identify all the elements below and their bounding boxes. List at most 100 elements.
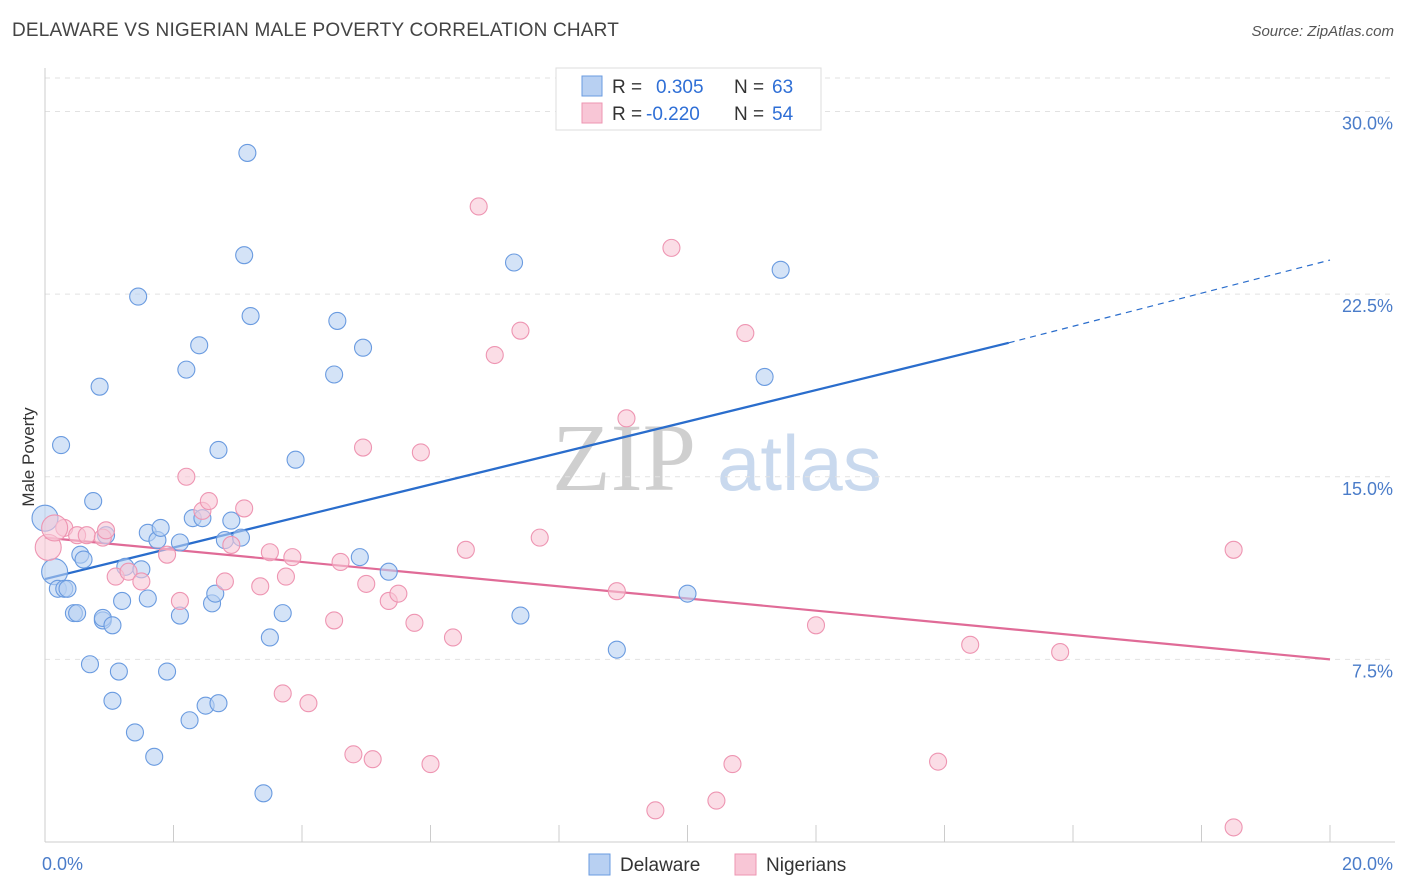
y-tick-label-1: 15.0% <box>1342 479 1393 499</box>
point-1-24 <box>331 552 350 572</box>
point-1-7 <box>119 562 138 581</box>
point-0-9 <box>74 550 93 569</box>
stats-swatch-delaware <box>581 75 603 97</box>
y-tick-label-0: 7.5% <box>1352 661 1393 681</box>
watermark: ZIP atlas <box>552 404 882 511</box>
point-0-16 <box>103 616 122 635</box>
point-0-52 <box>328 311 347 330</box>
point-1-22 <box>299 694 318 713</box>
point-0-59 <box>678 584 697 603</box>
point-1-28 <box>363 750 382 769</box>
point-1-26 <box>353 438 373 457</box>
point-0-21 <box>125 723 144 742</box>
point-0-3 <box>52 436 71 455</box>
point-1-48 <box>929 752 948 771</box>
stats-r-value-delaware: 0.305 <box>656 77 704 98</box>
point-0-17 <box>109 662 128 681</box>
point-0-38 <box>206 584 225 603</box>
legend-label-nigerians: Nigerians <box>766 855 846 876</box>
point-1-53 <box>41 514 69 542</box>
point-0-47 <box>254 784 273 803</box>
point-0-45 <box>238 143 257 162</box>
stats-r-label-nigerians: R = <box>612 104 642 125</box>
point-0-44 <box>235 246 254 265</box>
point-0-51 <box>325 365 344 384</box>
point-0-29 <box>158 662 177 681</box>
y-axis-label: Male Poverty <box>19 407 38 507</box>
point-1-27 <box>357 574 376 593</box>
point-1-23 <box>325 611 344 630</box>
point-1-50 <box>1051 643 1070 662</box>
data-points <box>31 143 1243 837</box>
legend-label-delaware: Delaware <box>620 855 700 876</box>
legend-swatch-nigerians <box>734 853 757 876</box>
point-1-43 <box>662 238 681 257</box>
source-credit: Source: ZipAtlas.com <box>1251 23 1394 40</box>
point-1-38 <box>511 321 530 340</box>
stats-r-label-delaware: R = <box>612 77 642 98</box>
point-0-10 <box>80 655 100 674</box>
point-0-11 <box>84 492 103 511</box>
point-1-49 <box>961 635 980 654</box>
point-1-34 <box>443 628 463 647</box>
point-1-52 <box>1224 540 1243 559</box>
point-0-25 <box>138 589 157 608</box>
point-1-20 <box>276 567 295 586</box>
point-1-3 <box>77 526 96 545</box>
point-0-56 <box>504 253 524 272</box>
point-1-46 <box>736 324 755 343</box>
point-0-40 <box>209 694 228 713</box>
point-0-26 <box>145 747 164 766</box>
point-1-42 <box>646 801 665 820</box>
watermark-atlas: atlas <box>717 419 882 507</box>
point-1-21 <box>283 548 302 567</box>
point-1-14 <box>215 572 234 591</box>
point-0-61 <box>771 260 790 279</box>
stats-r-value-nigerians: -0.220 <box>646 104 700 125</box>
point-0-60 <box>755 367 774 386</box>
point-1-18 <box>260 543 279 562</box>
point-1-31 <box>405 613 424 632</box>
point-1-32 <box>411 443 430 462</box>
point-1-19 <box>273 684 292 703</box>
point-0-55 <box>379 562 398 581</box>
point-1-15 <box>222 535 241 554</box>
stats-n-value-delaware: 63 <box>772 77 793 98</box>
point-1-9 <box>158 545 177 564</box>
stats-n-value-nigerians: 54 <box>772 104 794 125</box>
stats-swatch-nigerians <box>581 102 603 124</box>
point-0-62 <box>170 533 189 552</box>
point-1-44 <box>707 791 726 810</box>
point-1-5 <box>96 521 116 540</box>
point-1-40 <box>607 582 626 601</box>
legend-swatch-delaware <box>588 853 611 876</box>
y-tick-labels: 7.5% 15.0% 22.5% 30.0% <box>1342 114 1393 682</box>
point-0-7 <box>68 604 87 623</box>
stats-n-label-nigerians: N = <box>734 104 764 125</box>
point-0-20 <box>103 691 122 710</box>
point-0-46 <box>241 307 260 326</box>
point-1-33 <box>421 755 440 774</box>
point-1-37 <box>485 345 504 365</box>
point-1-13 <box>199 492 218 511</box>
point-0-57 <box>511 606 530 625</box>
point-0-32 <box>180 711 199 730</box>
point-1-10 <box>170 591 189 610</box>
point-1-11 <box>177 467 196 486</box>
point-1-36 <box>469 197 488 216</box>
grid <box>45 77 1395 660</box>
point-0-58 <box>607 640 626 659</box>
point-1-51 <box>1224 818 1243 837</box>
point-0-53 <box>353 338 373 357</box>
point-1-35 <box>456 540 475 559</box>
point-1-47 <box>806 616 826 635</box>
point-1-16 <box>235 499 254 518</box>
point-1-41 <box>617 409 636 428</box>
point-0-39 <box>209 440 228 460</box>
stats-legend: R = 0.305 N = 63 R = -0.220 N = 54 <box>555 67 822 131</box>
point-0-18 <box>113 591 132 610</box>
x-tick-label-1: 20.0% <box>1342 854 1393 874</box>
point-1-17 <box>251 577 270 596</box>
x-tick-label-0: 0.0% <box>42 854 83 874</box>
